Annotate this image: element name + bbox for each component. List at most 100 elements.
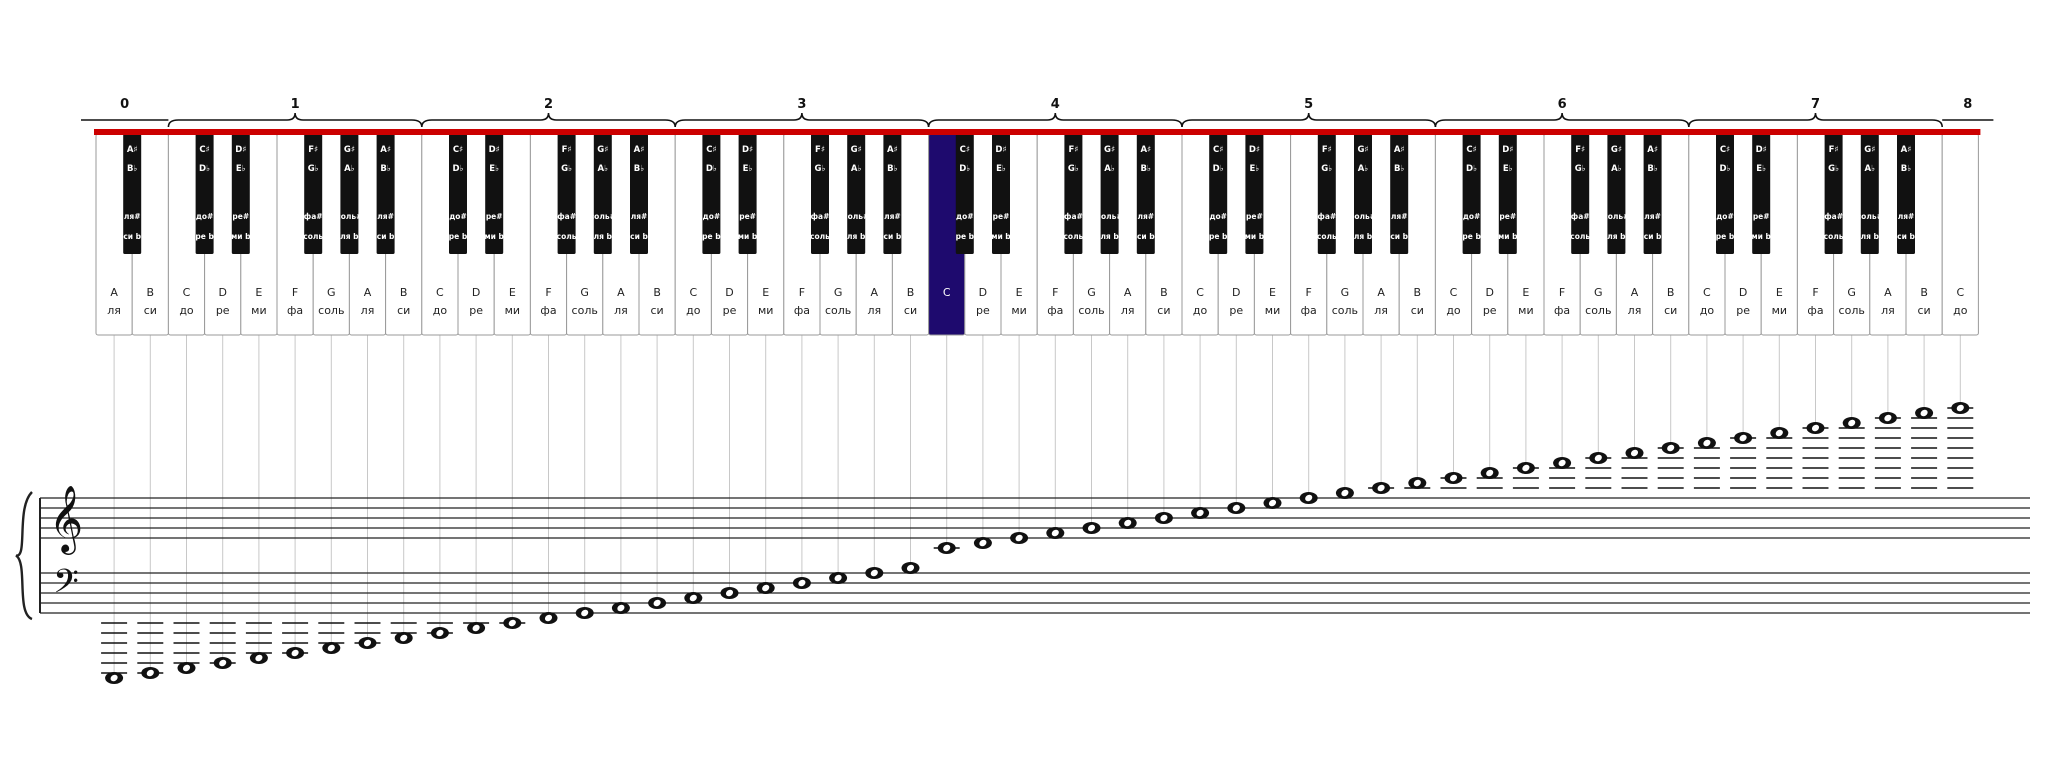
black-key-sharp-latin: C♯ bbox=[453, 145, 463, 155]
black-key-sharp-russian: до# bbox=[449, 212, 467, 221]
black-key bbox=[1390, 134, 1409, 254]
key-label-latin: G bbox=[834, 286, 843, 299]
whole-note-hole bbox=[146, 669, 154, 677]
whole-note-hole bbox=[1305, 494, 1313, 502]
key-label-russian: ре bbox=[976, 304, 990, 317]
key-label-latin: E bbox=[509, 286, 516, 299]
black-key-flat-latin: E♭ bbox=[1249, 164, 1259, 174]
black-key-flat-russian: ре b bbox=[702, 232, 721, 241]
keyboard-top-bar bbox=[94, 129, 1981, 135]
black-key-sharp-russian: соль# bbox=[1857, 212, 1883, 221]
black-key bbox=[1209, 134, 1228, 254]
black-key-sharp-latin: D♯ bbox=[1756, 145, 1767, 155]
octave-number-label: 4 bbox=[1051, 97, 1060, 112]
key-label-latin: B bbox=[400, 286, 408, 299]
black-key-sharp-latin: C♯ bbox=[1213, 145, 1223, 155]
black-key-sharp-latin: C♯ bbox=[706, 145, 716, 155]
black-key-flat-latin: D♭ bbox=[452, 164, 463, 174]
black-key-sharp-russian: ре# bbox=[1499, 212, 1516, 221]
black-key-sharp-russian: соль# bbox=[590, 212, 616, 221]
key-label-latin: D bbox=[472, 286, 480, 299]
octave-brace bbox=[421, 112, 676, 128]
key-label-russian: до bbox=[433, 304, 448, 317]
black-key bbox=[1571, 134, 1590, 254]
black-key-flat-russian: ми b bbox=[1245, 232, 1265, 241]
black-key-sharp-russian: ля# bbox=[884, 212, 901, 221]
key-label-russian: ми bbox=[1518, 304, 1533, 317]
whole-note-hole bbox=[1196, 509, 1204, 517]
black-key-flat-russian: ля b bbox=[1861, 232, 1880, 241]
black-key bbox=[1064, 134, 1083, 254]
octave-brace bbox=[674, 112, 930, 128]
key-label-latin: C bbox=[689, 286, 697, 299]
guide-lines bbox=[113, 335, 1961, 672]
black-key bbox=[557, 134, 576, 254]
black-key bbox=[1643, 134, 1662, 254]
black-key bbox=[1462, 134, 1481, 254]
whole-note-hole bbox=[400, 634, 408, 642]
black-key bbox=[376, 134, 395, 254]
black-key-sharp-russian: соль# bbox=[843, 212, 869, 221]
black-key-flat-russian: си b bbox=[1644, 232, 1662, 241]
key-label-russian: до bbox=[1700, 304, 1715, 317]
whole-note-hole bbox=[508, 619, 516, 627]
key-label-russian: фа bbox=[1301, 304, 1317, 317]
black-key-sharp-russian: ля# bbox=[1898, 212, 1915, 221]
black-key bbox=[883, 134, 902, 254]
key-label-russian: ми bbox=[1011, 304, 1026, 317]
key-label-russian: до bbox=[1193, 304, 1208, 317]
black-key-sharp-latin: D♯ bbox=[1249, 145, 1260, 155]
black-key-sharp-latin: A♯ bbox=[380, 145, 391, 155]
whole-note-hole bbox=[1848, 419, 1856, 427]
black-key-sharp-latin: D♯ bbox=[995, 145, 1006, 155]
octave-brace bbox=[167, 112, 423, 128]
key-label-latin: D bbox=[979, 286, 987, 299]
key-label-latin: B bbox=[653, 286, 661, 299]
whole-note-hole bbox=[617, 604, 625, 612]
black-key-flat-russian: си b bbox=[1897, 232, 1915, 241]
black-key-sharp-russian: ля# bbox=[124, 212, 141, 221]
whole-note-hole bbox=[1667, 444, 1675, 452]
key-label-latin: C bbox=[1450, 286, 1458, 299]
black-key-sharp-latin: C♯ bbox=[1720, 145, 1730, 155]
black-key-flat-russian: си b bbox=[1390, 232, 1408, 241]
key-label-latin: C bbox=[183, 286, 191, 299]
black-key-flat-latin: B♭ bbox=[1141, 164, 1152, 174]
key-label-russian: фа bbox=[540, 304, 556, 317]
black-key-flat-russian: ми b bbox=[231, 232, 251, 241]
black-key-sharp-latin: G♯ bbox=[1864, 145, 1875, 155]
whole-note-hole bbox=[1956, 404, 1964, 412]
black-key-sharp-latin: C♯ bbox=[1466, 145, 1476, 155]
black-key-flat-russian: соль bbox=[810, 232, 830, 241]
black-key bbox=[992, 134, 1010, 254]
black-key-flat-latin: A♭ bbox=[851, 164, 862, 174]
key-label-latin: E bbox=[1522, 286, 1529, 299]
black-key-flat-latin: D♭ bbox=[1213, 164, 1224, 174]
key-label-russian: ля bbox=[867, 304, 881, 317]
black-key-flat-russian: си b bbox=[1137, 232, 1155, 241]
whole-note-hole bbox=[472, 624, 480, 632]
key-label-russian: до bbox=[1446, 304, 1461, 317]
key-label-russian: фа bbox=[1554, 304, 1570, 317]
black-key-flat-latin: G♭ bbox=[561, 164, 572, 174]
key-label-russian: ре bbox=[216, 304, 230, 317]
key-label-russian: соль bbox=[1839, 304, 1865, 317]
black-key bbox=[1498, 134, 1517, 254]
key-label-russian: ре bbox=[469, 304, 483, 317]
key-label-latin: C bbox=[436, 286, 444, 299]
black-key bbox=[449, 134, 467, 254]
black-key-sharp-russian: фа# bbox=[1824, 212, 1843, 221]
black-key-sharp-russian: ля# bbox=[1138, 212, 1155, 221]
key-label-latin: D bbox=[1485, 286, 1493, 299]
octave-brace bbox=[1181, 112, 1437, 128]
black-key-flat-russian: соль bbox=[303, 232, 323, 241]
black-key-flat-latin: D♭ bbox=[706, 164, 717, 174]
black-key-sharp-russian: ля# bbox=[377, 212, 394, 221]
whole-note-hole bbox=[110, 674, 118, 682]
key-label-latin: B bbox=[1414, 286, 1422, 299]
whole-note-hole bbox=[436, 629, 444, 637]
black-key-sharp-latin: A♯ bbox=[1647, 145, 1658, 155]
whole-note-hole bbox=[1739, 434, 1747, 442]
whole-note-hole bbox=[544, 614, 553, 622]
